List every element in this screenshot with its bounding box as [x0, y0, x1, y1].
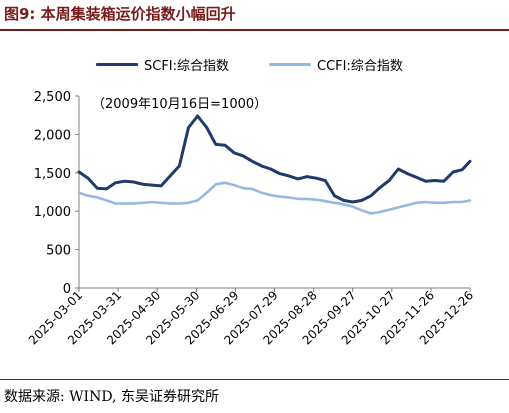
x-axis: 2025-03-012025-03-312025-04-302025-05-30…	[26, 287, 476, 347]
title-rule	[0, 29, 509, 31]
series-layer	[77, 114, 472, 215]
line-chart: 0 500 1,000 1,500 2,000 2,500 2025-03-012025-…	[26, 90, 476, 347]
legend-label-ccfi: CCFI:综合指数	[317, 59, 403, 74]
series-line-scfi	[77, 114, 472, 204]
series-line-ccfi	[77, 181, 472, 215]
index-base-note: （2009年10月16日=1000）	[92, 97, 267, 112]
legend-swatch-ccfi	[269, 63, 312, 66]
y-tick-label: 2,000	[34, 128, 71, 143]
y-tick-label: 1,000	[34, 205, 71, 220]
y-tick-label: 0	[63, 282, 71, 297]
legend: SCFI:综合指数 CCFI:综合指数	[96, 55, 443, 74]
data-source-note: 数据来源: WIND, 东吴证券研究所	[4, 389, 219, 405]
legend-swatch-scfi	[96, 63, 138, 66]
y-tick-label: 2,500	[34, 90, 71, 105]
y-tick-label: 500	[46, 244, 71, 259]
legend-item-scfi: SCFI:综合指数	[96, 55, 229, 74]
figure-title: 图9: 本周集装箱运价指数小幅回升	[4, 5, 236, 23]
legend-item-ccfi: CCFI:综合指数	[269, 55, 403, 74]
legend-label-scfi: SCFI:综合指数	[144, 59, 230, 74]
y-axis: 0 500 1,000 1,500 2,000 2,500	[34, 90, 80, 297]
y-tick-label: 1,500	[34, 167, 71, 182]
source-rule	[0, 379, 509, 380]
